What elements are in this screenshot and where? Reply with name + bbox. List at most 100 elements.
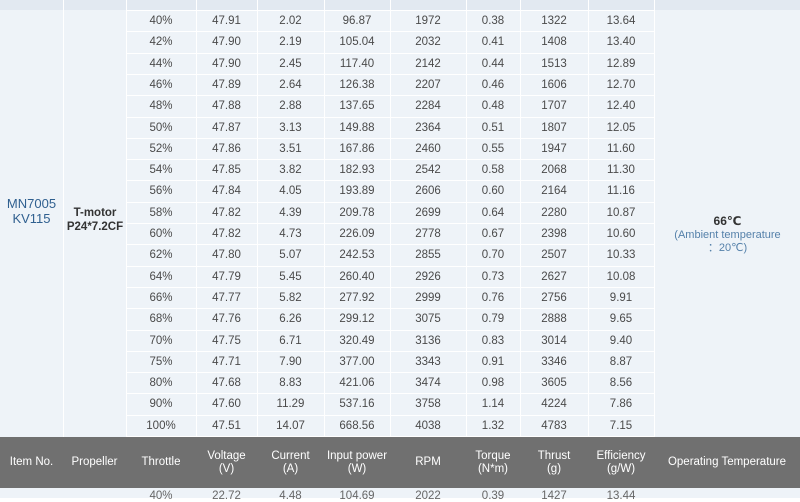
propeller-line1: T-motor bbox=[73, 207, 117, 219]
table-cell: 0.60 bbox=[481, 185, 505, 197]
table-cell: 10.60 bbox=[606, 228, 636, 240]
column-header-label: Input power bbox=[326, 449, 388, 462]
table-cell: 0.76 bbox=[481, 292, 505, 304]
table-cell: 2.45 bbox=[279, 58, 302, 70]
motor-model-cell: MN7005 KV115 bbox=[0, 196, 63, 226]
table-cell: 2.19 bbox=[279, 36, 302, 48]
table-cell: 4783 bbox=[541, 420, 567, 432]
table-cell: 12.05 bbox=[606, 122, 636, 134]
table-cell: 0.98 bbox=[481, 377, 505, 389]
column-divider bbox=[390, 0, 391, 437]
table-cell: 10.33 bbox=[606, 249, 636, 261]
column-divider bbox=[196, 0, 197, 437]
table-cell: 1707 bbox=[541, 100, 567, 112]
column-header-label: Torque bbox=[475, 449, 511, 462]
column-header-label: Efficiency bbox=[596, 449, 646, 462]
table-cell: 96.87 bbox=[342, 15, 372, 27]
column-header: Current (A) bbox=[257, 437, 324, 488]
partial-table-cell: 2022 bbox=[415, 490, 441, 502]
table-cell: 0.70 bbox=[481, 249, 505, 261]
table-cell: 47.71 bbox=[212, 356, 241, 368]
table-cell: 4224 bbox=[541, 398, 567, 410]
table-cell: 56% bbox=[149, 185, 173, 197]
table-cell: 3014 bbox=[541, 335, 567, 347]
table-cell: 8.83 bbox=[279, 377, 302, 389]
column-divider bbox=[126, 0, 127, 437]
table-cell: 0.79 bbox=[481, 313, 505, 325]
column-header: Thrust (g) bbox=[520, 437, 588, 488]
column-header: Torque (N*m) bbox=[466, 437, 520, 488]
table-cell: 1972 bbox=[415, 15, 441, 27]
table-cell: 2207 bbox=[415, 79, 441, 91]
table-cell: 12.70 bbox=[606, 79, 636, 91]
column-header-label: Propeller bbox=[71, 456, 118, 468]
table-cell: 68% bbox=[149, 313, 173, 325]
table-cell: 320.49 bbox=[339, 335, 375, 347]
table-cell: 54% bbox=[149, 164, 173, 176]
table-cell: 277.92 bbox=[339, 292, 375, 304]
table-body-background bbox=[0, 0, 800, 437]
table-cell: 2.64 bbox=[279, 79, 302, 91]
table-cell: 1.14 bbox=[481, 398, 505, 410]
column-header-unit: (A) bbox=[282, 462, 299, 475]
table-cell: 47.91 bbox=[212, 15, 241, 27]
table-cell: 47.84 bbox=[212, 185, 241, 197]
table-cell: 377.00 bbox=[339, 356, 375, 368]
table-cell: 0.58 bbox=[481, 164, 505, 176]
table-cell: 48% bbox=[149, 100, 173, 112]
table-cell: 46% bbox=[149, 79, 173, 91]
table-cell: 60% bbox=[149, 228, 173, 240]
table-cell: 47.88 bbox=[212, 100, 241, 112]
table-cell: 0.91 bbox=[481, 356, 505, 368]
table-cell: 47.85 bbox=[212, 164, 241, 176]
table-cell: 3.13 bbox=[279, 122, 302, 134]
table-cell: 0.46 bbox=[481, 79, 505, 91]
table-cell: 9.91 bbox=[609, 292, 633, 304]
table-cell: 4.05 bbox=[279, 185, 302, 197]
table-cell: 5.82 bbox=[279, 292, 302, 304]
table-cell: 42% bbox=[149, 36, 173, 48]
table-cell: 7.15 bbox=[609, 420, 633, 432]
partial-table-cell: 13.44 bbox=[606, 490, 636, 502]
table-cell: 299.12 bbox=[339, 313, 375, 325]
table-cell: 1807 bbox=[541, 122, 567, 134]
column-header-label: Voltage bbox=[207, 449, 246, 462]
table-cell: 3136 bbox=[415, 335, 441, 347]
partial-table-cell: 40% bbox=[149, 490, 173, 502]
partial-table-cell: 4.48 bbox=[279, 490, 302, 502]
table-cell: 0.44 bbox=[481, 58, 505, 70]
table-cell: 11.29 bbox=[276, 398, 305, 410]
table-cell: 2606 bbox=[415, 185, 441, 197]
table-cell: 117.40 bbox=[339, 58, 375, 70]
table-cell: 47.77 bbox=[212, 292, 241, 304]
table-cell: 0.48 bbox=[481, 100, 505, 112]
table-cell: 105.04 bbox=[339, 36, 375, 48]
table-cell: 1408 bbox=[541, 36, 567, 48]
table-cell: 47.82 bbox=[212, 207, 241, 219]
partial-table-cell: 104.69 bbox=[339, 490, 375, 502]
table-cell: 3346 bbox=[541, 356, 567, 368]
table-cell: 2.02 bbox=[279, 15, 302, 27]
table-cell: 3758 bbox=[415, 398, 441, 410]
table-cell: 11.30 bbox=[607, 164, 635, 176]
table-cell: 2398 bbox=[541, 228, 567, 240]
propeller-line2: P24*7.2CF bbox=[66, 221, 124, 233]
table-cell: 6.71 bbox=[279, 335, 302, 347]
table-cell: 2778 bbox=[415, 228, 441, 240]
table-cell: 2542 bbox=[415, 164, 441, 176]
table-cell: 90% bbox=[149, 398, 173, 410]
table-cell: 47.60 bbox=[212, 398, 241, 410]
table-cell: 5.07 bbox=[279, 249, 302, 261]
table-cell: 14.07 bbox=[276, 420, 305, 432]
table-cell: 2999 bbox=[415, 292, 441, 304]
column-header-unit: (W) bbox=[347, 462, 367, 475]
next-table-body-background bbox=[0, 488, 800, 498]
table-cell: 47.87 bbox=[212, 122, 241, 134]
table-cell: 47.82 bbox=[212, 228, 241, 240]
table-cell: 13.40 bbox=[606, 36, 636, 48]
table-cell: 75% bbox=[149, 356, 173, 368]
table-cell: 13.64 bbox=[606, 15, 636, 27]
table-cell: 421.06 bbox=[339, 377, 375, 389]
partial-table-cell: 0.39 bbox=[481, 490, 505, 502]
table-cell: 47.89 bbox=[212, 79, 241, 91]
